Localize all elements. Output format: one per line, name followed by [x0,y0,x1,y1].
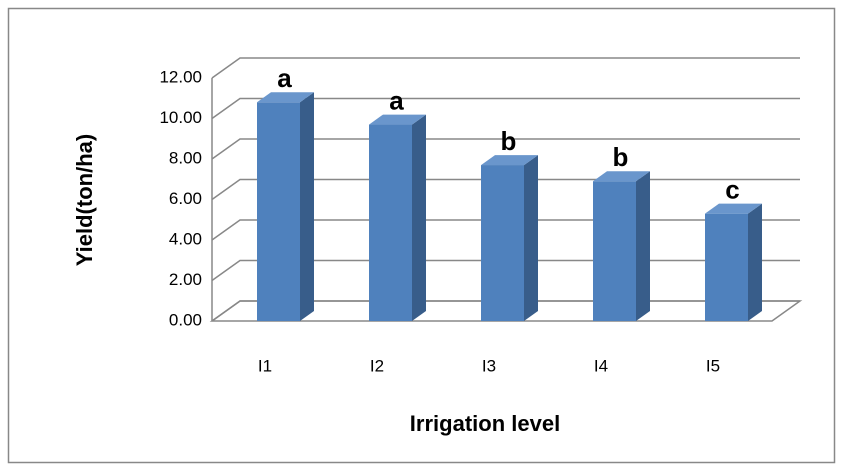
data-annotation: c [725,175,739,205]
x-tick-label: I1 [258,356,272,375]
x-tick-label: I4 [594,356,608,375]
y-tick-label: 6.00 [169,189,202,208]
bar [257,102,300,321]
y-tick-label: 8.00 [169,148,202,167]
x-tick-label: I2 [370,356,384,375]
bar [593,181,636,321]
y-tick-label: 4.00 [169,229,202,248]
bar-top [369,114,426,125]
data-annotation: a [277,63,292,93]
y-axis-title: Yield(ton/ha) [72,134,97,266]
grid-line [211,138,800,160]
data-annotation: b [613,142,629,172]
bar-side [524,155,538,321]
bar-top [257,92,314,103]
bar-side [300,92,314,321]
bar-side [412,114,426,321]
x-tick-label: I5 [706,356,720,375]
bar-side [636,171,650,321]
bar-top [593,171,650,182]
grid-line [211,97,800,120]
bar-top [705,203,762,214]
y-tick-label: 2.00 [169,270,202,289]
x-tick-label: I3 [482,356,496,375]
y-tick-label: 0.00 [169,310,202,329]
y-tick-label: 10.00 [159,108,202,127]
bar-top [481,155,538,166]
y-tick-label: 12.00 [159,67,202,86]
data-annotation: a [389,85,404,115]
grid-line [211,57,800,79]
bar [369,124,412,321]
x-axis-title: Irrigation level [410,411,560,436]
data-annotation: b [501,126,517,156]
bar [705,213,748,321]
bar-side [748,203,762,321]
bar [481,165,524,321]
